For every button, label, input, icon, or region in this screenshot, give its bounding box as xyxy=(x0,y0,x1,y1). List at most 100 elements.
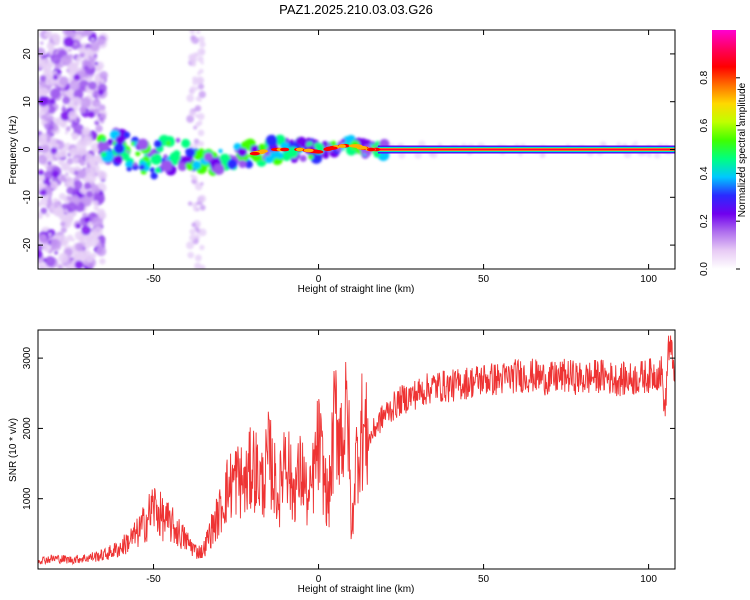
spectrogram-cell xyxy=(189,110,196,117)
spectrogram-cell xyxy=(64,165,68,169)
spectrogram-cell xyxy=(227,158,238,170)
spectrogram-cell xyxy=(197,47,206,56)
spectrogram-cell xyxy=(149,167,155,173)
spectrogram-cell xyxy=(275,151,280,156)
spectrogram-cell xyxy=(78,237,85,243)
spectrogram-cell xyxy=(175,137,181,143)
spectrogram-cell xyxy=(65,131,69,135)
spectrogram-cell xyxy=(38,212,44,220)
spectrogram-cell xyxy=(44,124,49,128)
spectrogram-cell xyxy=(169,151,181,163)
spectrogram-cell xyxy=(62,96,71,105)
spectrogram-cell xyxy=(54,250,59,255)
spectrogram-cell xyxy=(115,135,126,145)
spectrogram-cell xyxy=(237,147,247,157)
spectrogram-cell xyxy=(186,94,195,103)
spectrogram-cell xyxy=(50,147,58,155)
spectrogram-cell xyxy=(97,89,104,96)
spectrogram-cell xyxy=(79,106,87,114)
colorbar: 0.0 0.2 0.4 0.6 0.8 Normalized spectral ampl… xyxy=(699,30,748,276)
spectrogram-cell xyxy=(197,83,205,90)
spectrogram-x-tick-label: -50 xyxy=(146,274,161,285)
spectrogram-cell xyxy=(240,141,248,149)
spectrogram-cell xyxy=(39,175,45,182)
spectrogram-cell xyxy=(74,118,78,123)
spectrogram-cell xyxy=(48,61,54,68)
spectrogram-cell xyxy=(114,154,123,164)
spectrogram-cell xyxy=(72,156,80,165)
spectrogram-cell xyxy=(193,142,199,148)
spectrogram-cell xyxy=(58,252,69,264)
spectrogram-cell xyxy=(177,162,187,172)
spectrogram-cell xyxy=(99,258,106,265)
spectrogram-cell xyxy=(74,42,78,46)
spectrogram-cell xyxy=(299,154,307,162)
spectrogram-cell xyxy=(39,75,47,82)
snr-series-line xyxy=(38,335,675,566)
spectrogram-cell xyxy=(49,98,56,105)
spectrogram-cell xyxy=(199,41,206,48)
spectrogram-cell xyxy=(95,238,100,244)
spectrogram-cell xyxy=(265,134,278,147)
spectrogram-signal xyxy=(96,127,390,180)
snr-y-ticks: 1000 2000 3000 xyxy=(22,347,675,510)
spectrogram-cell xyxy=(97,208,106,217)
spectrogram-cell xyxy=(540,152,545,158)
spectrogram-cell xyxy=(194,226,199,231)
spectrogram-cell xyxy=(96,117,100,122)
spectrogram-cell xyxy=(75,223,81,229)
spectrogram-cell xyxy=(306,137,311,143)
snr-x-tick-label: 100 xyxy=(640,574,657,585)
spectrogram-cell xyxy=(150,172,158,180)
spectrogram-cell xyxy=(68,110,78,120)
spectrogram-cell xyxy=(43,170,53,180)
spectrogram-cell xyxy=(61,55,72,66)
spectrogram-cell xyxy=(198,194,207,203)
spectrogram-cell xyxy=(160,160,173,172)
spectrogram-cell xyxy=(264,153,274,164)
spectrogram-cell xyxy=(74,260,84,269)
spectrogram-cell xyxy=(62,104,66,108)
spectrogram-cell xyxy=(107,138,114,146)
spectrogram-cell xyxy=(101,240,106,246)
colorbar-tick-label: 0.2 xyxy=(699,214,710,228)
spectrogram-cell xyxy=(193,149,204,161)
spectrogram-cell xyxy=(40,41,44,45)
spectrogram-cell xyxy=(186,241,194,250)
spectrogram-cell xyxy=(70,257,74,261)
colorbar-tick-label: 0.4 xyxy=(699,166,710,180)
spectrogram-cell xyxy=(52,123,57,128)
spectrogram-cell xyxy=(91,92,96,96)
spectrogram-cell xyxy=(99,70,108,80)
spectrogram-cell xyxy=(82,212,88,218)
spectrogram-cell xyxy=(58,264,63,269)
spectrogram-cell xyxy=(88,111,95,118)
spectrogram-cell xyxy=(330,140,337,147)
spectrogram-cell xyxy=(50,181,59,190)
spectrogram-cell xyxy=(38,244,43,252)
spectrogram-x-ticks: -50 0 50 100 xyxy=(146,30,657,285)
spectrogram-heatmap xyxy=(38,30,675,269)
spectrogram-cell xyxy=(82,188,87,193)
spectrogram-cell xyxy=(72,180,83,190)
spectrogram-cell xyxy=(653,152,661,159)
spectrogram-cell xyxy=(195,113,200,118)
spectrogram-cell xyxy=(46,42,54,50)
spectrogram-cell xyxy=(88,33,98,43)
spectrogram-cell xyxy=(189,228,196,235)
spectrogram-cell xyxy=(189,88,195,95)
spectrogram-x-axis-label: Height of straight line (km) xyxy=(298,284,415,295)
spectrogram-cell xyxy=(77,169,87,179)
spectrogram-cell xyxy=(196,30,201,35)
spectrogram-cell xyxy=(197,56,204,63)
spectrogram-cell xyxy=(71,246,76,250)
spectrogram-cell xyxy=(126,160,134,168)
spectrogram-cell xyxy=(60,121,67,128)
spectrogram-cell xyxy=(59,76,69,86)
spectrogram-cell xyxy=(322,152,329,159)
spectrogram-cell xyxy=(191,61,197,67)
spectrogram-cell xyxy=(69,147,79,158)
spectrogram-cell xyxy=(66,202,77,213)
spectrogram-cell xyxy=(90,252,97,259)
spectrogram-cell xyxy=(38,58,45,69)
